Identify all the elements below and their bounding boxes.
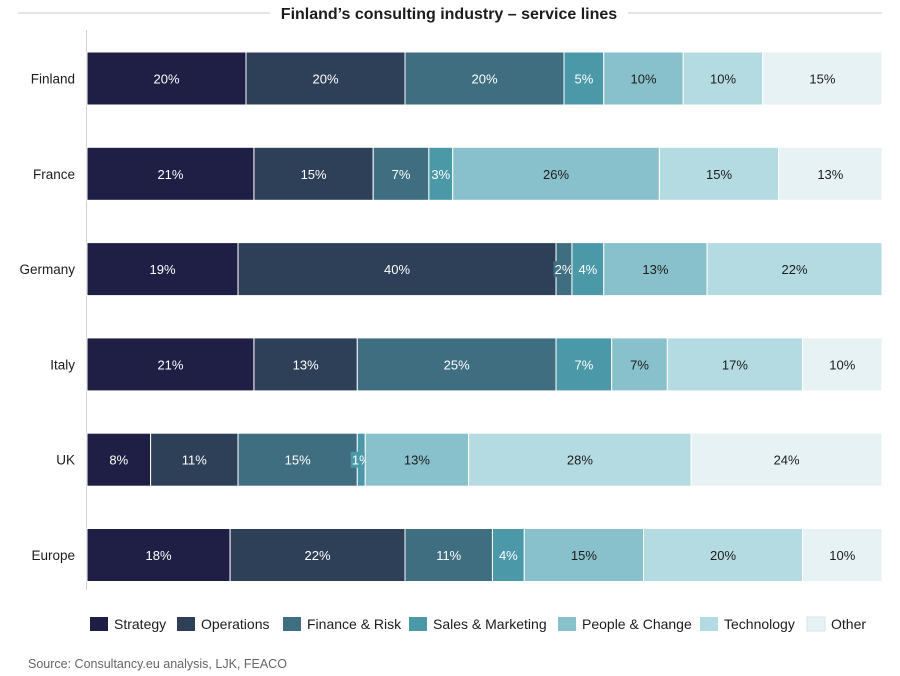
data-label-finland-sales-and-marketing: 5%	[574, 72, 593, 87]
category-label-uk: UK	[56, 453, 75, 468]
bar-segment-uk-technology	[468, 432, 692, 487]
legend-swatch-strategy	[90, 617, 108, 631]
bar-segment-finland-people-and-change	[603, 51, 684, 106]
bar-segment-france-operations	[253, 146, 374, 201]
legend-swatch-technology	[700, 617, 718, 631]
bar-segment-europe-strategy	[86, 528, 231, 582]
bar-segment-uk-other	[690, 432, 883, 487]
legend-label-operations: Operations	[201, 616, 269, 632]
data-label-finland-people-and-change: 10%	[630, 72, 656, 87]
data-label-italy-finance-and-risk: 25%	[444, 357, 470, 372]
bar-segment-uk-finance-and-risk	[237, 432, 358, 487]
data-label-germany-technology: 22%	[782, 262, 808, 277]
bar-segment-europe-operations	[229, 528, 406, 582]
category-label-europe: Europe	[31, 548, 75, 563]
bar-segment-finland-other	[762, 51, 883, 106]
data-label-uk-other: 24%	[774, 453, 800, 468]
bar-segment-france-other	[778, 146, 883, 201]
data-label-finland-other: 15%	[809, 72, 835, 87]
data-label-europe-sales-and-marketing: 4%	[499, 548, 518, 563]
legend-label-strategy: Strategy	[114, 616, 166, 632]
legend-label-technology: Technology	[724, 616, 795, 632]
data-label-italy-sales-and-marketing: 7%	[574, 357, 593, 372]
data-label-france-other: 13%	[817, 167, 843, 182]
bar-segment-finland-finance-and-risk	[404, 51, 565, 106]
legend-swatch-sales-and-marketing	[409, 617, 427, 631]
data-label-europe-other: 10%	[829, 548, 855, 563]
legend-swatch-finance-and-risk	[283, 617, 301, 631]
data-label-germany-people-and-change: 13%	[642, 262, 668, 277]
bar-segment-finland-operations	[245, 51, 406, 106]
category-label-italy: Italy	[50, 357, 75, 372]
data-label-uk-people-and-change: 13%	[404, 453, 430, 468]
data-label-uk-strategy: 8%	[109, 453, 128, 468]
bar-segment-france-technology	[658, 146, 780, 201]
data-label-france-technology: 15%	[706, 167, 732, 182]
legend-label-finance-and-risk: Finance & Risk	[307, 616, 402, 632]
bar-segment-finland-sales-and-marketing	[563, 51, 605, 106]
bar-segment-france-finance-and-risk	[372, 146, 430, 201]
legend: Strategy Operations Finance & Risk Sales & …	[90, 616, 866, 632]
bar-segment-germany-technology	[706, 242, 883, 297]
chart-title: Finland’s consulting industry – service …	[281, 6, 617, 23]
data-label-italy-other: 10%	[829, 357, 855, 372]
data-label-germany-finance-and-risk: 2%	[555, 262, 574, 277]
data-label-france-finance-and-risk: 7%	[392, 167, 411, 182]
data-label-italy-operations: 13%	[293, 357, 319, 372]
legend-label-sales-and-marketing: Sales & Marketing	[433, 616, 547, 632]
bar-segment-finland-strategy	[86, 51, 247, 106]
data-label-europe-strategy: 18%	[146, 548, 172, 563]
bar-segment-italy-strategy	[86, 337, 255, 392]
data-label-finland-operations: 20%	[312, 72, 338, 87]
legend-label-other: Other	[831, 616, 866, 632]
data-label-europe-operations: 22%	[305, 548, 331, 563]
data-label-europe-finance-and-risk: 11%	[436, 548, 461, 563]
data-label-france-strategy: 21%	[157, 167, 183, 182]
data-label-germany-sales-and-marketing: 4%	[578, 262, 597, 277]
legend-swatch-people-and-change	[558, 617, 576, 631]
data-label-uk-technology: 28%	[567, 453, 593, 468]
category-label-finland: Finland	[31, 72, 75, 87]
bar-segment-germany-strategy	[86, 242, 239, 297]
bar-segment-france-people-and-change	[452, 146, 660, 201]
legend-label-people-and-change: People & Change	[582, 616, 692, 632]
bar-segment-europe-sales-and-marketing	[491, 528, 525, 582]
bar-segment-europe-technology	[643, 528, 803, 582]
data-label-france-sales-and-marketing: 3%	[431, 167, 450, 182]
legend-swatch-other	[806, 616, 826, 632]
data-label-uk-operations: 11%	[182, 453, 207, 468]
data-label-europe-people-and-change: 15%	[571, 548, 597, 563]
bar-segment-finland-technology	[682, 51, 764, 106]
data-label-germany-operations: 40%	[384, 262, 410, 277]
bar-segment-italy-operations	[253, 337, 358, 392]
bar-segment-italy-other	[802, 337, 883, 392]
data-label-italy-strategy: 21%	[157, 357, 183, 372]
data-label-europe-technology: 20%	[710, 548, 736, 563]
legend-swatch-operations	[177, 617, 195, 631]
bar-segment-italy-sales-and-marketing	[555, 337, 613, 392]
data-label-finland-strategy: 20%	[153, 72, 179, 87]
category-label-germany: Germany	[19, 262, 75, 277]
source-note: Source: Consultancy.eu analysis, LJK, FE…	[28, 657, 287, 671]
bar-segment-europe-finance-and-risk	[404, 528, 493, 582]
category-labels: Finland France Germany Italy UK Europe	[19, 72, 75, 564]
category-label-france: France	[33, 167, 75, 182]
data-label-bg-germany-finance-and-risk	[553, 261, 575, 278]
data-label-finland-finance-and-risk: 20%	[471, 72, 497, 87]
data-label-finland-technology: 10%	[710, 72, 736, 87]
bars-group: 20% 20% 20% 5% 10% 10% 15% 21% 15% 7% 3% 26% 15% 13% 1…	[86, 51, 883, 582]
data-label-france-people-and-change: 26%	[543, 167, 569, 182]
bar-segment-italy-technology	[666, 337, 803, 392]
data-label-italy-technology: 17%	[722, 357, 748, 372]
data-label-france-operations: 15%	[301, 167, 327, 182]
data-label-italy-people-and-change: 7%	[630, 357, 649, 372]
bar-segment-france-strategy	[86, 146, 255, 201]
data-label-uk-finance-and-risk: 15%	[285, 453, 311, 468]
bar-segment-uk-people-and-change	[364, 432, 470, 487]
bar-segment-italy-finance-and-risk	[356, 337, 557, 392]
bar-segment-europe-other	[802, 528, 883, 582]
data-label-germany-strategy: 19%	[150, 262, 176, 277]
